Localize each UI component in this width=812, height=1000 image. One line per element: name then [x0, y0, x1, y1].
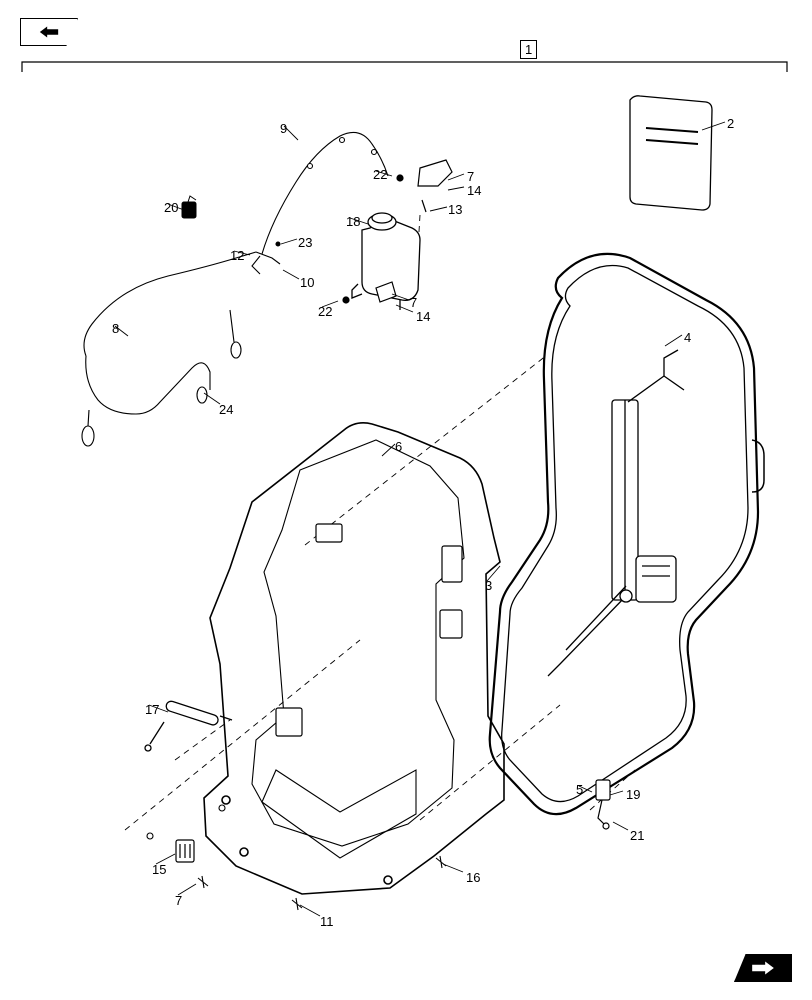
- callout-7: 7: [467, 169, 474, 184]
- callout-11: 11: [320, 914, 334, 929]
- diagram-page: 1234567778910111213141415161718192021222…: [0, 0, 812, 1000]
- callout-13: 13: [448, 202, 462, 217]
- callout-24: 24: [219, 402, 233, 417]
- callout-2: 2: [727, 116, 734, 131]
- callout-22: 22: [373, 167, 387, 182]
- callout-18: 18: [346, 214, 360, 229]
- callout-14: 14: [467, 183, 481, 198]
- callout-7: 7: [175, 893, 182, 908]
- callout-8: 8: [112, 321, 119, 336]
- callout-15: 15: [152, 862, 166, 877]
- callout-23: 23: [298, 235, 312, 250]
- callout-9: 9: [280, 121, 287, 136]
- callout-22: 22: [318, 304, 332, 319]
- callout-4: 4: [684, 330, 691, 345]
- callout-3: 3: [485, 578, 492, 593]
- callout-6: 6: [395, 439, 402, 454]
- callout-12: 12: [230, 248, 244, 263]
- callout-17: 17: [145, 702, 159, 717]
- callout-7: 7: [410, 295, 417, 310]
- callout-16: 16: [466, 870, 480, 885]
- callout-21: 21: [630, 828, 644, 843]
- exploded-view-svg: [0, 0, 812, 1000]
- callout-5: 5: [576, 782, 583, 797]
- callout-19: 19: [626, 787, 640, 802]
- callout-20: 20: [164, 200, 178, 215]
- callout-14: 14: [416, 309, 430, 324]
- callout-10: 10: [300, 275, 314, 290]
- callout-1: 1: [520, 40, 537, 59]
